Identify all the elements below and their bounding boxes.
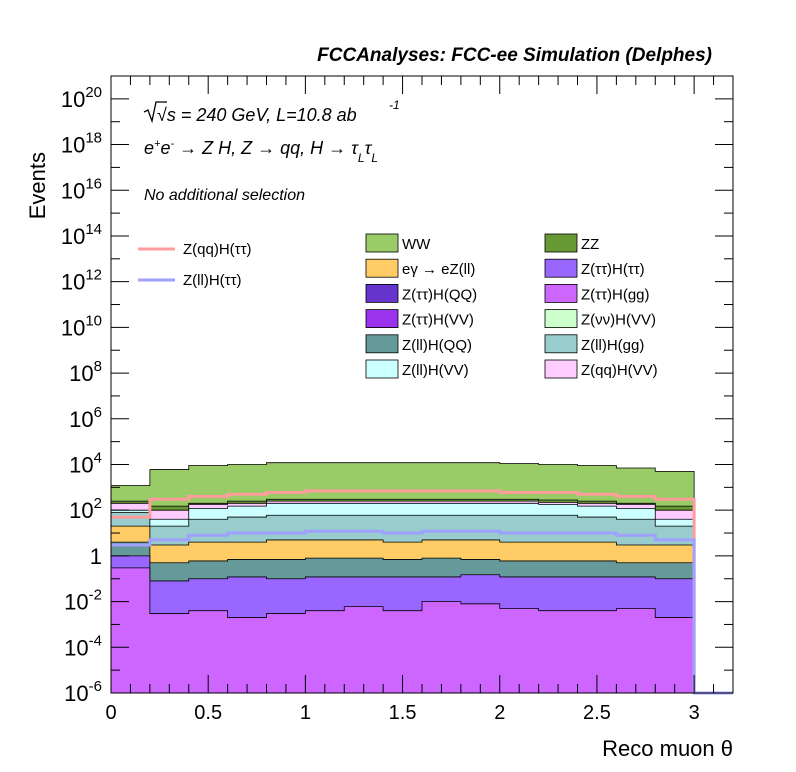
legend-label: Z(νν)H(VV) [581,312,656,329]
y-tick-label: 108 [69,358,102,386]
legend-label: Z(ττ)H(gg) [581,286,650,303]
stacked-histograms [110,462,733,694]
x-tick-label: 2.5 [583,702,611,724]
legend-swatch [544,334,578,354]
y-tick-label: 10-2 [64,587,102,615]
legend-swatch [544,233,578,253]
legend-swatch [365,258,399,278]
x-tick-label: 1 [300,702,311,724]
legend-line-label: Z(ll)H(ττ) [183,272,242,289]
legend-swatch [365,233,399,253]
y-tick-label: 1 [90,544,102,569]
energy-lumi-exponent: -1 [389,98,400,112]
legend-swatch [544,309,578,329]
y-tick-label: 1020 [61,84,102,112]
process-text: e+e- → Z H, Z → qq, H → τLτL [144,138,378,165]
annotation-process: e+e- → Z H, Z → qq, H → τLτL [144,138,378,165]
legend-lines: Z(qq)H(ττ) Z(ll)H(ττ) [138,241,252,289]
legend-swatch [365,309,399,329]
sqrt-icon [143,101,167,124]
y-tick-label: 10-6 [64,678,102,706]
legend-swatch [365,283,399,303]
line-series-z-ll-h- [111,529,733,695]
y-tick-label: 106 [69,404,102,432]
x-axis-label: Reco muon θ [602,736,733,761]
y-tick-label: 1018 [61,130,102,158]
legend-swatch [544,258,578,278]
axes: 0 0.5 1 1.5 2 2.5 3 10-6 10-4 10-2 1 102 104 106 108 10… [61,75,733,724]
legend-label: Z(ll)H(gg) [581,337,644,354]
y-tick-label: 1012 [61,267,102,295]
y-tick-label: 1010 [61,312,102,340]
y-tick-label: 10-4 [64,632,102,660]
x-tick-label: 2 [494,702,505,724]
y-tick-label: 102 [69,495,102,523]
x-tick-label: 0 [105,702,116,724]
x-tick-label: 0.5 [194,702,222,724]
legend-label: eγ → eZ(ll) [402,261,475,278]
x-tick-label: 3 [689,702,700,724]
legend-label: Z(qq)H(VV) [581,362,658,379]
legend-label: Z(ττ)H(ττ) [581,261,645,278]
y-tick-label: 104 [69,449,102,477]
legend-label: Z(ll)H(QQ) [402,337,472,354]
y-axis-label: Events [25,152,50,219]
legend-line-label: Z(qq)H(ττ) [183,241,252,258]
line-series-z-qq-h- [111,489,733,695]
chart-title: FCCAnalyses: FCC-ee Simulation (Delphes) [317,45,712,66]
legend-swatch [544,359,578,379]
stack-fill-z-h-gg- [110,567,733,694]
legend-swatch [544,283,578,303]
energy-text: √s = 240 GeV, L=10.8 ab [157,105,357,125]
legend-label: Z(ll)H(VV) [402,362,469,379]
legend-boxes: WW eγ → eZ(ll) Z(ττ)H(QQ) Z(ττ)H(VV) Z(ll)H(… [365,233,658,379]
legend-label: Z(ττ)H(QQ) [402,286,477,303]
x-tick-label: 1.5 [389,702,417,724]
y-tick-label: 1014 [61,221,102,249]
legend-label: Z(ττ)H(VV) [402,312,474,329]
line-histograms [111,489,733,695]
legend-label: WW [402,236,431,253]
legend-swatch [365,359,399,379]
legend-label: ZZ [581,236,599,253]
y-tick-label: 1016 [61,175,102,203]
annotation-selection: No additional selection [144,187,305,204]
legend-swatch [365,334,399,354]
annotation-energy: √s = 240 GeV, L=10.8 ab -1 [143,98,400,125]
